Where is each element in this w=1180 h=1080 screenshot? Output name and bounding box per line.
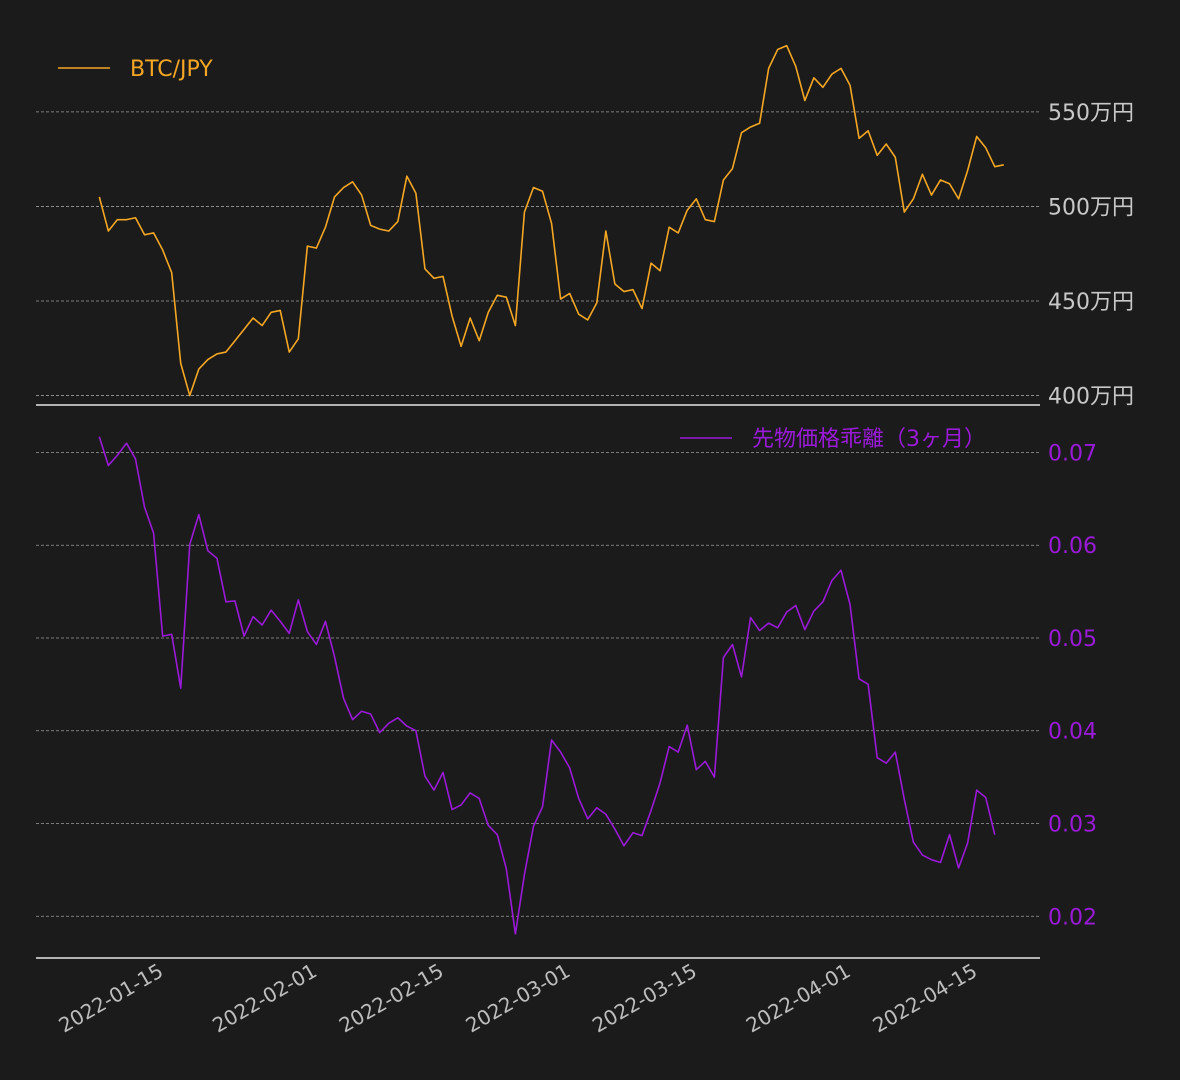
- premium-ytick-label: 0.05: [1048, 627, 1097, 652]
- date-axis: 2022-01-15 2022-02-01 2022-02-15 2022-03-01…: [54, 959, 981, 1038]
- btc-ytick-label: 500万円: [1048, 195, 1134, 220]
- x-tick-label: 2022-03-01: [461, 959, 574, 1038]
- premium-ytick-label: 0.03: [1048, 813, 1097, 838]
- premium-legend-label: 先物価格乖離（3ヶ月）: [752, 427, 986, 452]
- premium-ytick-label: 0.06: [1048, 534, 1097, 559]
- x-tick-label: 2022-02-01: [208, 959, 321, 1038]
- btc-price-panel: 400万円 450万円 500万円 550万円 BTC/JPY: [36, 44, 1134, 410]
- premium-series-line: [98, 436, 996, 935]
- btc-ytick-label: 400万円: [1048, 385, 1134, 410]
- x-tick-label: 2022-04-01: [742, 959, 855, 1038]
- x-tick-label: 2022-04-15: [869, 959, 982, 1038]
- btc-series-line: [98, 44, 1004, 397]
- futures-premium-panel: 0.02 0.03 0.04 0.05 0.06 0.07 先物価格乖離（3ヶ月）: [36, 427, 1097, 959]
- btc-legend-label: BTC/JPY: [130, 57, 213, 82]
- x-tick-label: 2022-03-15: [588, 959, 701, 1038]
- premium-ytick-label: 0.07: [1048, 441, 1097, 466]
- btc-ytick-label: 550万円: [1048, 101, 1134, 126]
- premium-ytick-label: 0.04: [1048, 720, 1097, 745]
- btc-ytick-label: 450万円: [1048, 290, 1134, 315]
- x-tick-label: 2022-01-15: [54, 959, 167, 1038]
- premium-ytick-label: 0.02: [1048, 905, 1097, 930]
- x-tick-label: 2022-02-15: [335, 959, 448, 1038]
